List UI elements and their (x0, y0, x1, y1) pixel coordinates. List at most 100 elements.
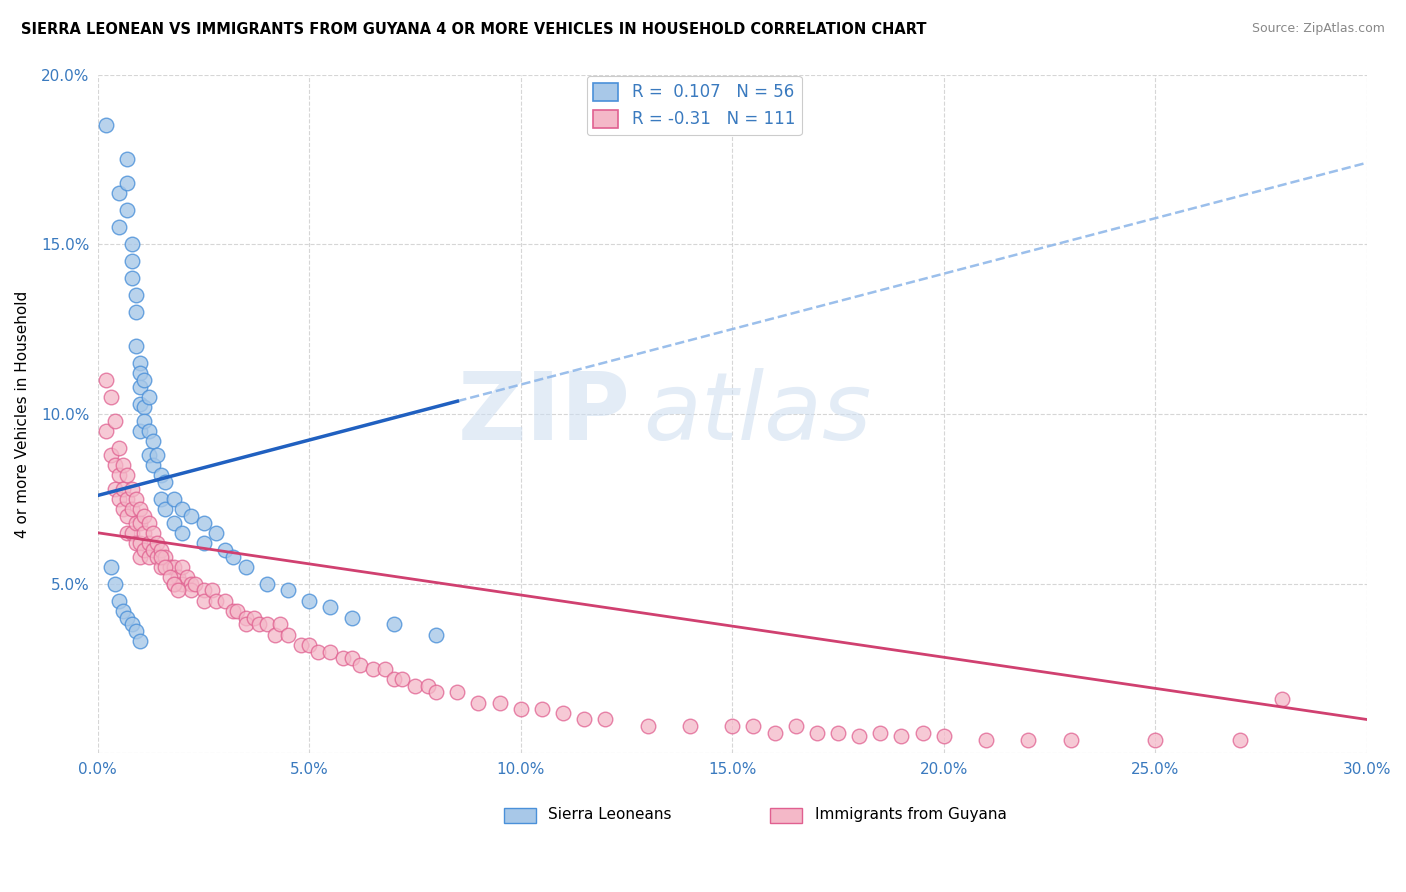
Point (104, 414, 127, 428)
Point (138, 549, 160, 564)
Point (150, 542, 173, 557)
Point (637, 719, 659, 733)
Point (319, 644, 342, 658)
Point (112, 604, 135, 618)
Point (104, 576, 127, 591)
Point (806, 726, 828, 740)
Point (117, 176, 139, 190)
Point (193, 536, 215, 550)
Legend: R =  0.107   N = 56, R = -0.31   N = 111: R = 0.107 N = 56, R = -0.31 N = 111 (586, 76, 801, 135)
Point (1059, 732, 1081, 747)
Point (235, 610, 257, 624)
Point (721, 719, 744, 733)
Point (163, 491, 186, 506)
Point (138, 516, 160, 530)
Point (180, 583, 202, 598)
Point (932, 730, 955, 744)
Point (290, 638, 312, 652)
Point (193, 583, 215, 598)
Point (155, 559, 177, 574)
Point (121, 482, 143, 496)
Point (138, 424, 160, 438)
Y-axis label: 4 or more Vehicles in Household: 4 or more Vehicles in Household (15, 291, 30, 538)
Point (679, 719, 702, 733)
Point (134, 525, 156, 540)
Point (125, 288, 148, 302)
Point (100, 448, 122, 462)
Point (222, 604, 245, 618)
Point (146, 448, 169, 462)
Point (129, 549, 152, 564)
Point (361, 662, 384, 676)
Point (129, 424, 152, 438)
Point (277, 583, 299, 598)
Point (129, 536, 152, 550)
Point (167, 583, 190, 598)
Point (180, 508, 202, 523)
Point (108, 441, 131, 455)
Text: Immigrants from Guyana: Immigrants from Guyana (814, 807, 1007, 822)
Text: atlas: atlas (644, 368, 872, 459)
Point (319, 600, 342, 615)
Point (129, 516, 152, 530)
Point (108, 186, 131, 201)
Point (340, 610, 363, 624)
Point (509, 702, 531, 716)
Point (247, 617, 270, 632)
Point (488, 696, 510, 710)
Point (184, 576, 207, 591)
Point (142, 434, 165, 449)
Point (374, 662, 396, 676)
Point (134, 373, 156, 387)
Point (134, 542, 156, 557)
Point (214, 593, 236, 607)
Point (121, 502, 143, 516)
Point (349, 658, 371, 673)
Point (117, 153, 139, 167)
Point (125, 624, 148, 639)
Point (848, 730, 870, 744)
Point (129, 634, 152, 648)
Point (142, 542, 165, 557)
Point (205, 525, 228, 540)
Point (298, 593, 321, 607)
Point (134, 414, 156, 428)
Point (108, 468, 131, 483)
Point (121, 254, 143, 268)
Point (176, 570, 198, 584)
Point (167, 570, 190, 584)
Point (382, 672, 405, 686)
Point (226, 604, 249, 618)
Point (146, 536, 169, 550)
Point (125, 516, 148, 530)
Point (890, 730, 912, 744)
Point (446, 685, 468, 699)
Point (121, 237, 143, 252)
Point (112, 502, 135, 516)
Point (142, 525, 165, 540)
Point (125, 536, 148, 550)
Point (180, 576, 202, 591)
Point (277, 627, 299, 641)
Text: SIERRA LEONEAN VS IMMIGRANTS FROM GUYANA 4 OR MORE VEHICLES IN HOUSEHOLD CORRELA: SIERRA LEONEAN VS IMMIGRANTS FROM GUYANA… (21, 22, 927, 37)
Point (125, 491, 148, 506)
Point (1271, 692, 1294, 706)
Point (340, 651, 363, 665)
Point (159, 559, 181, 574)
Point (104, 482, 127, 496)
FancyBboxPatch shape (770, 808, 801, 822)
Point (1229, 732, 1251, 747)
Point (138, 536, 160, 550)
Point (117, 491, 139, 506)
Point (163, 576, 186, 591)
Point (785, 719, 807, 733)
Point (1017, 732, 1039, 747)
Point (193, 593, 215, 607)
Point (96, 373, 118, 387)
Point (551, 706, 574, 720)
Text: Sierra Leoneans: Sierra Leoneans (548, 807, 672, 822)
Point (172, 502, 194, 516)
Point (172, 576, 194, 591)
Point (530, 702, 553, 716)
Point (117, 468, 139, 483)
